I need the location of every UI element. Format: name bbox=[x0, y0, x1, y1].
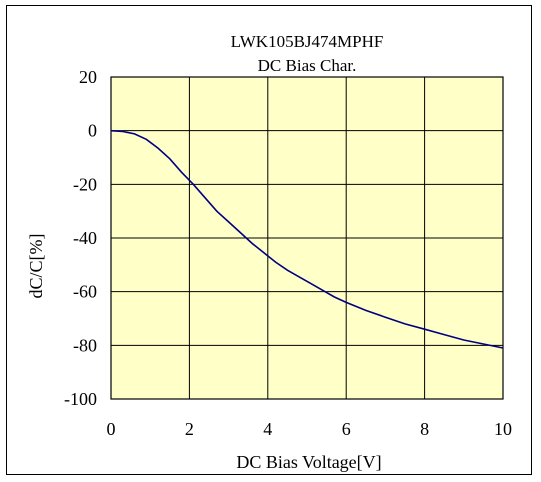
chart-title-line-2: DC Bias Char. bbox=[258, 56, 357, 75]
x-tick-label-5: 10 bbox=[494, 419, 512, 439]
y-tick-label-5: -80 bbox=[73, 335, 97, 355]
chart-title-line-1: LWK105BJ474MPHF bbox=[231, 32, 384, 51]
y-tick-label-4: -60 bbox=[73, 282, 97, 302]
x-tick-label-2: 4 bbox=[263, 419, 272, 439]
y-tick-label-0: 20 bbox=[79, 67, 97, 87]
series-line-0 bbox=[110, 129, 504, 349]
x-axis-label: DC Bias Voltage[V] bbox=[236, 452, 381, 472]
y-axis-label: dC/C[%] bbox=[26, 234, 46, 299]
x-tick-label-1: 2 bbox=[185, 419, 194, 439]
y-tick-label-3: -40 bbox=[73, 228, 97, 248]
y-tick-label-2: -20 bbox=[73, 174, 97, 194]
x-tick-label-3: 6 bbox=[342, 419, 351, 439]
plot-border bbox=[110, 76, 504, 400]
y-tick-label-6: -100 bbox=[64, 389, 97, 409]
y-tick-label-1: 0 bbox=[88, 121, 97, 141]
x-tick-label-0: 0 bbox=[107, 419, 116, 439]
x-tick-label-4: 8 bbox=[420, 419, 429, 439]
